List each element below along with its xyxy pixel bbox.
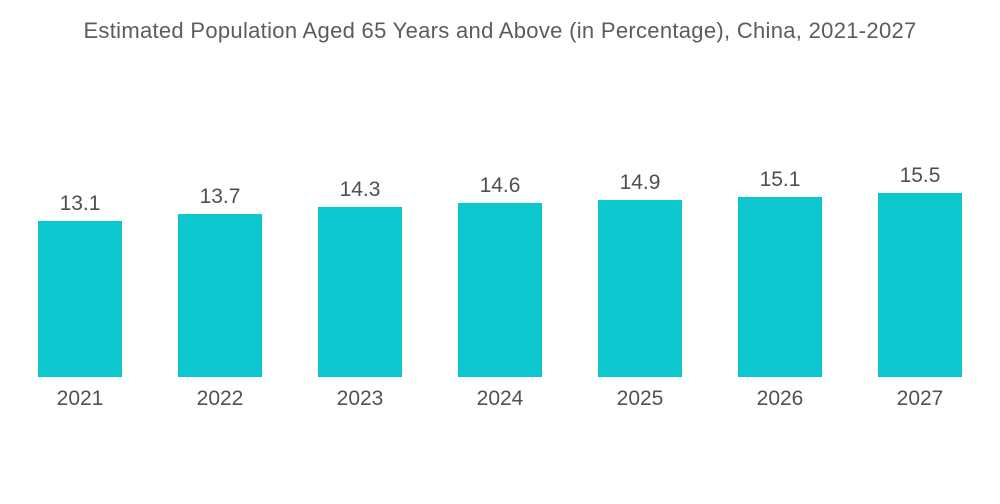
bar-column-2027: 15.5 <box>850 160 990 377</box>
bar-value-label: 15.1 <box>759 168 801 191</box>
bar-column-2023: 14.3 <box>290 160 430 377</box>
bar-column-2024: 14.6 <box>430 160 570 377</box>
bar-value-label: 15.5 <box>899 164 941 187</box>
bar-2023 <box>318 207 402 377</box>
x-axis-label-2025: 2025 <box>616 387 664 410</box>
bar-value-label: 14.6 <box>479 174 521 197</box>
plot-area: 13.1 13.7 14.3 14.6 14.9 15.1 15.5 <box>10 160 990 377</box>
bar-2026 <box>738 197 822 377</box>
bar-2024 <box>458 203 542 377</box>
bar-column-2025: 14.9 <box>570 160 710 377</box>
bar-value-label: 13.7 <box>199 185 241 208</box>
bar-2021 <box>38 221 122 377</box>
bar-column-2021: 13.1 <box>10 160 150 377</box>
bar-2025 <box>598 200 682 377</box>
x-axis-label-2024: 2024 <box>476 387 524 410</box>
x-axis-label-2021: 2021 <box>56 387 104 410</box>
x-axis-label-2022: 2022 <box>196 387 244 410</box>
bar-column-2022: 13.7 <box>150 160 290 377</box>
bar-value-label: 14.9 <box>619 171 661 194</box>
x-axis-labels: 2021 2022 2023 2024 2025 2026 2027 <box>10 386 990 411</box>
bar-value-label: 13.1 <box>59 192 101 215</box>
chart-title: Estimated Population Aged 65 Years and A… <box>83 18 917 43</box>
bar-2022 <box>178 214 262 377</box>
bar-2027 <box>878 193 962 377</box>
bar-value-label: 14.3 <box>339 178 381 201</box>
x-axis-label-2026: 2026 <box>756 387 804 410</box>
x-axis-label-2027: 2027 <box>896 387 944 410</box>
bar-column-2026: 15.1 <box>710 160 850 377</box>
x-axis-label-2023: 2023 <box>336 387 384 410</box>
